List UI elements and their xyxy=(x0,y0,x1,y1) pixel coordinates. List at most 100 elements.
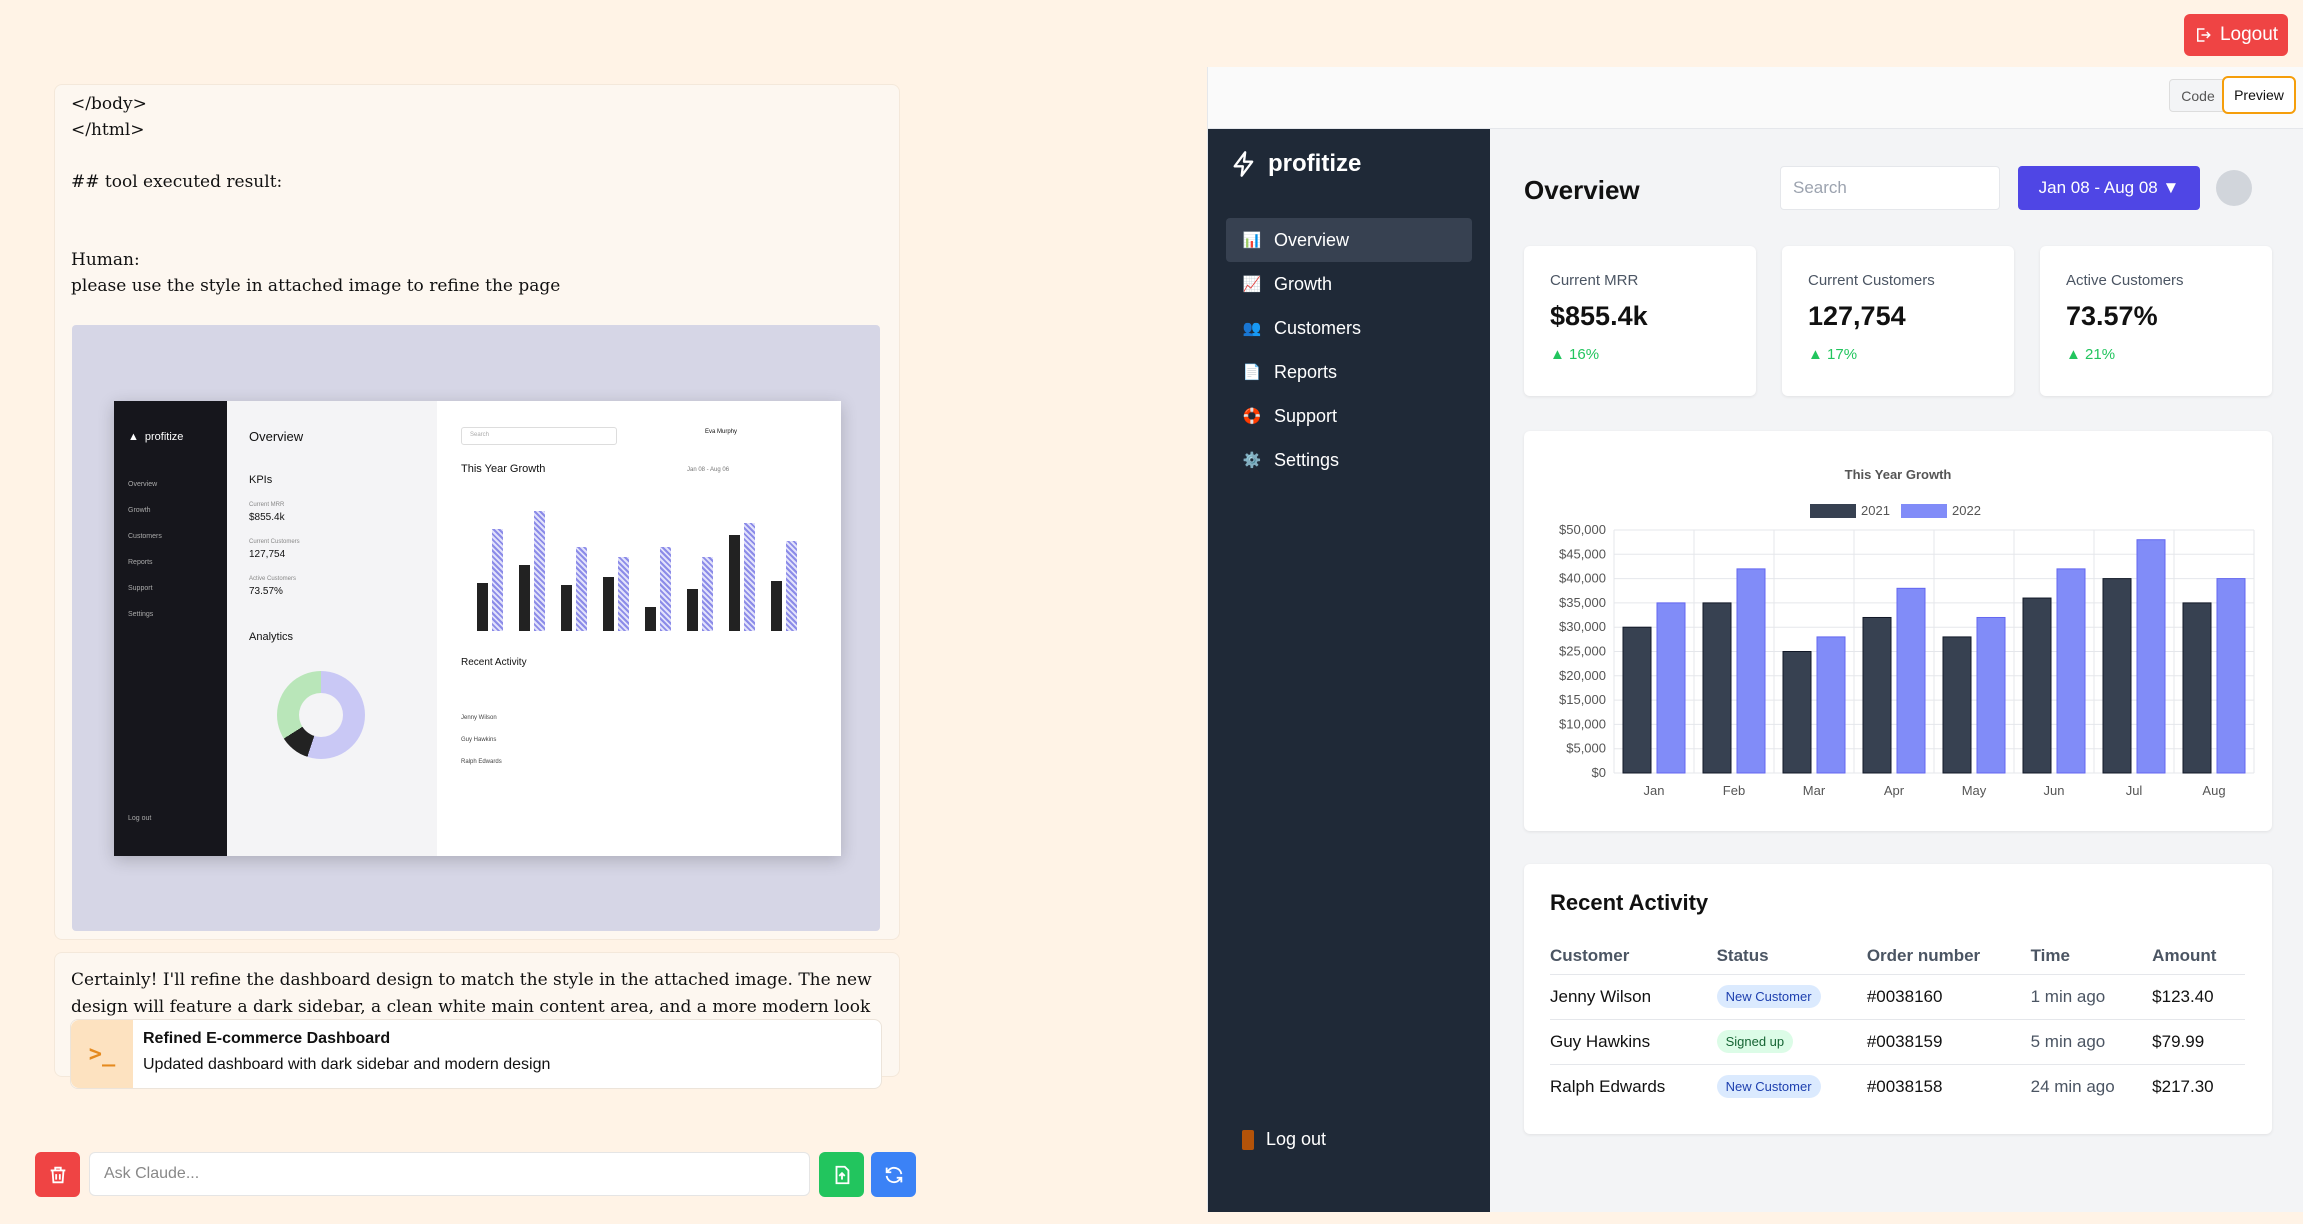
legend-label: 2022 xyxy=(1952,503,1981,518)
mini-bar-2021 xyxy=(519,565,530,631)
mini-kpi-label: Current MRR xyxy=(249,502,285,508)
clear-chat-button[interactable] xyxy=(35,1152,80,1197)
chart-title: This Year Growth xyxy=(1845,467,1952,482)
preview-panel: Code Preview profitize 📊 Overview 📈 Growth 👥… xyxy=(1207,67,2303,1212)
mini-kpi-value: 127,754 xyxy=(249,549,286,560)
mini-sidebar: ▲ profitize Overview Growth Customers Report… xyxy=(114,401,227,856)
sidebar-item-support[interactable]: 🛟 Support xyxy=(1226,394,1472,438)
mini-nav-item: Customers xyxy=(128,533,162,540)
sidebar-item-customers[interactable]: 👥 Customers xyxy=(1226,306,1472,350)
x-tick-label: Feb xyxy=(1723,783,1745,798)
status-badge: Signed up xyxy=(1716,1030,1794,1053)
mini-analytics-title: Analytics xyxy=(249,631,294,643)
mini-logo: ▲ profitize xyxy=(128,431,213,443)
artifact-card[interactable]: >_ Refined E-commerce Dashboard Updated … xyxy=(70,1019,882,1089)
table-row[interactable]: Jenny Wilson New Customer #0038160 1 min ag… xyxy=(1550,974,2245,1020)
logout-button[interactable]: Logout xyxy=(2184,14,2288,56)
message-line: </html> xyxy=(71,120,145,140)
y-tick-label: $50,000 xyxy=(1559,522,1606,537)
table-row[interactable]: Guy Hawkins Signed up #0038159 5 min ago $79… xyxy=(1550,1019,2245,1065)
mini-bar-group xyxy=(729,511,755,631)
bar-2021-feb xyxy=(1702,602,1732,774)
table-header: Customer Status Order number Time Amount xyxy=(1550,938,2245,975)
order-cell: #0038158 xyxy=(1866,1076,1943,1096)
search-input[interactable]: Search xyxy=(1780,166,2000,210)
sidebar-item-settings[interactable]: ⚙️ Settings xyxy=(1226,438,1472,482)
chat-panel: </body> </html> ## tool executed result: Hu… xyxy=(54,84,900,1105)
avatar[interactable] xyxy=(2216,170,2252,206)
attached-image[interactable]: ▲ profitize Overview Growth Customers Report… xyxy=(72,325,880,931)
refresh-icon xyxy=(885,1166,902,1183)
bar-2022-jan xyxy=(1656,602,1686,774)
mini-kpi-list: Current MRR $855.4k Current Customers 127,7… xyxy=(249,502,415,597)
kpi-card: Active Customers 73.57% ▲ 21% xyxy=(2040,246,2272,396)
logout-icon xyxy=(2196,28,2211,42)
kpi-label: Active Customers xyxy=(2066,272,2184,289)
status-badge: New Customer xyxy=(1716,985,1821,1008)
kpi-change: ▲ 17% xyxy=(1808,346,1858,363)
mini-nav-item: Growth xyxy=(128,507,151,514)
mini-bar-group xyxy=(477,511,503,631)
legend-swatch xyxy=(1810,504,1856,518)
bar-2021-aug xyxy=(2182,602,2212,774)
bar-2022-mar xyxy=(1816,636,1846,774)
table-body: Jenny Wilson New Customer #0038160 1 min ag… xyxy=(1550,974,2245,1109)
sidebar-logout[interactable]: Log out xyxy=(1242,1129,1326,1150)
legend-swatch xyxy=(1901,504,1947,518)
time-cell: 5 min ago xyxy=(2030,1019,2153,1065)
x-tick-label: Jan xyxy=(1644,783,1665,798)
mini-donut-chart xyxy=(277,671,365,759)
bar-2022-jun xyxy=(2056,568,2086,774)
column-header: Customer xyxy=(1550,938,1717,975)
time-cell: 24 min ago xyxy=(2030,1076,2115,1096)
mini-kpi-label: Current Customers xyxy=(249,539,300,545)
brand[interactable]: profitize xyxy=(1230,149,1361,179)
chat-message-human: </body> </html> ## tool executed result: Hu… xyxy=(54,84,900,940)
x-tick-label: Mar xyxy=(1803,783,1826,798)
upload-button[interactable] xyxy=(819,1152,864,1197)
artifact-title: Refined E-commerce Dashboard xyxy=(143,1030,391,1047)
sidebar-logout-label: Log out xyxy=(1266,1129,1327,1149)
mini-main: Search Eva Murphy This Year Growth Jan 0… xyxy=(437,401,841,856)
bar-2022-aug xyxy=(2216,578,2246,774)
message-text: </body> </html> ## tool executed result: Hu… xyxy=(71,91,560,299)
kpi-change: ▲ 16% xyxy=(1550,346,1600,363)
bar-2022-apr xyxy=(1896,587,1926,774)
growth-icon: 📈 xyxy=(1242,276,1262,293)
sidebar-item-growth[interactable]: 📈 Growth xyxy=(1226,262,1472,306)
mini-search: Search xyxy=(461,427,617,445)
customer-cell: Ralph Edwards xyxy=(1550,1076,1666,1096)
mini-bar-group xyxy=(603,511,629,631)
column-header: Amount xyxy=(2152,938,2245,975)
tab-code[interactable]: Code xyxy=(2169,79,2227,112)
chat-input[interactable]: Ask Claude... xyxy=(89,1152,810,1196)
terminal-icon: >_ xyxy=(71,1020,133,1088)
mini-nav-item: Support xyxy=(128,585,153,592)
x-tick-label: Jul xyxy=(2126,783,2143,798)
mini-bar-2021 xyxy=(477,583,488,631)
date-range-button[interactable]: Jan 08 - Aug 08 ▼ xyxy=(2018,166,2200,210)
status-cell: New Customer xyxy=(1716,1064,1867,1109)
mini-overview-title: Overview xyxy=(249,429,304,444)
recent-title: Recent Activity xyxy=(1550,890,1709,915)
table-row[interactable]: Ralph Edwards New Customer #0038158 24 min … xyxy=(1550,1064,2245,1109)
recent-activity-card: Recent Activity Customer Status Order numb… xyxy=(1524,864,2272,1134)
recent-table: Customer Status Order number Time Amount Jen… xyxy=(1550,938,2245,1109)
tab-preview[interactable]: Preview xyxy=(2222,76,2296,114)
sidebar-item-overview[interactable]: 📊 Overview xyxy=(1226,218,1472,262)
sidebar: profitize 📊 Overview 📈 Growth 👥 Customers 📄 Rep… xyxy=(1208,129,1490,1212)
customer-cell: Guy Hawkins xyxy=(1550,1019,1717,1065)
preview-toolbar: Code Preview xyxy=(1208,67,2303,129)
y-tick-label: $30,000 xyxy=(1559,619,1606,634)
mini-bar-2022 xyxy=(618,556,629,631)
mini-bar-2021 xyxy=(603,577,614,631)
y-tick-label: $25,000 xyxy=(1559,644,1606,659)
mini-bar-2022 xyxy=(702,556,713,631)
sidebar-item-label: Overview xyxy=(1274,229,1350,250)
mini-bar-group xyxy=(771,511,797,631)
file-upload-icon xyxy=(835,1165,849,1184)
mini-user: Eva Murphy xyxy=(705,429,738,435)
sidebar-item-reports[interactable]: 📄 Reports xyxy=(1226,350,1472,394)
dashboard-app: profitize 📊 Overview 📈 Growth 👥 Customers 📄 Rep… xyxy=(1208,129,2303,1212)
refresh-button[interactable] xyxy=(871,1152,916,1197)
